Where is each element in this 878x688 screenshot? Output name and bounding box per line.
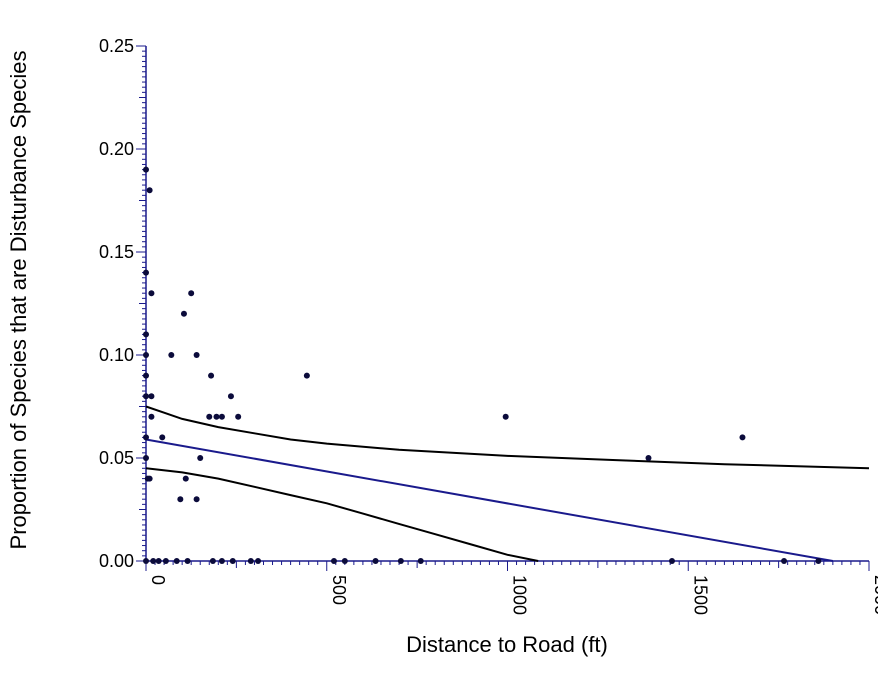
data-point [645,455,652,461]
data-point [739,434,746,441]
data-point [143,166,149,173]
data-point [184,558,191,564]
data-point [173,558,180,564]
data-point [193,352,200,358]
data-point [155,558,162,564]
data-point [341,558,348,564]
data-point [150,558,157,564]
data-point [168,352,175,358]
data-point [235,413,242,420]
data-point [146,187,153,194]
data-point [218,558,225,564]
data-point [209,558,216,564]
x-tick-label: 500 [329,575,349,605]
x-tick-label: 2000 [871,575,878,615]
data-point [143,372,149,379]
data-point [227,393,234,400]
data-point [213,413,220,420]
data-point [162,558,169,564]
y-tick-label: 0.10 [99,345,134,365]
data-point [208,372,215,379]
data-point [229,558,236,564]
data-point [330,558,337,564]
data-point [146,475,153,482]
data-point [255,558,262,564]
data-point [188,290,195,297]
x-tick-label: 1000 [510,575,530,615]
data-point [502,413,509,420]
x-tick-label: 1500 [690,575,710,615]
y-axis-title: Proportion of Species that are Disturban… [6,51,31,550]
data-point [815,558,822,564]
regression-line [145,438,834,562]
data-point [148,290,155,297]
data-point [206,413,213,420]
data-point [180,310,187,317]
data-point [397,558,404,564]
y-axis: 0.00 0.05 0.10 0.15 0.20 0.25 [99,36,147,571]
data-point [143,434,149,441]
data-point [148,413,155,420]
data-point [197,455,204,461]
data-point [182,475,189,482]
data-point [143,558,149,564]
y-tick-label: 0.00 [99,551,134,571]
confidence-lower-curve [145,467,539,562]
data-point [143,352,149,358]
data-point [159,434,166,441]
data-point [148,393,155,400]
data-point [177,496,184,503]
y-tick-label: 0.20 [99,139,134,159]
data-point [218,413,225,420]
data-point [143,455,149,461]
regression-line-group [145,438,834,562]
confidence-upper-curve [145,405,870,470]
data-point [417,558,424,564]
y-tick-label: 0.25 [99,36,134,56]
data-point [247,558,254,564]
data-point [143,269,149,276]
y-tick-label: 0.15 [99,242,134,262]
data-point [303,372,310,379]
confidence-band [145,405,870,562]
data-point [781,558,788,564]
x-tick-label: 0 [148,575,168,585]
data-point [143,331,149,338]
data-point [668,558,675,564]
y-tick-label: 0.05 [99,448,134,468]
data-point [143,393,149,400]
data-point [193,496,200,503]
data-points [143,166,822,564]
x-axis: 0 500 1000 1500 2000 [145,560,878,615]
x-axis-title: Distance to Road (ft) [406,632,608,657]
data-point [372,558,379,564]
